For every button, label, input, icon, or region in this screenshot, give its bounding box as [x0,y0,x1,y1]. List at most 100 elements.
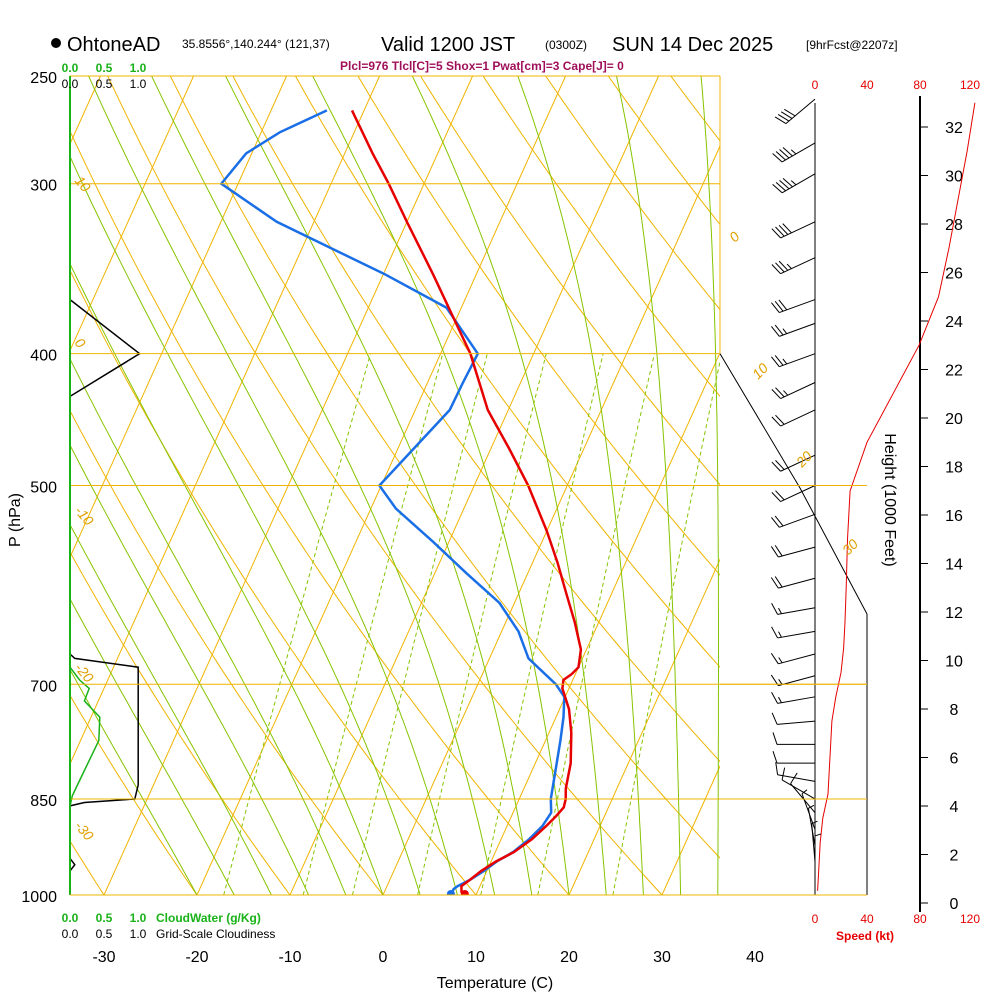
wind-barb-flag [771,517,780,528]
data-series [219,109,583,895]
moist-adiabat-line [517,76,644,895]
height-tick-label: 6 [950,751,959,768]
wind-barb-shaft [778,653,816,665]
dry-adiabat-line [70,409,384,895]
wind-barb-flag [772,184,783,194]
dry-adiabat-label: -30 [72,818,97,844]
dry-adiabat-line [232,76,720,763]
cloudwater-label: CloudWater (g/Kg) [156,911,261,925]
wind-barb-flag [771,461,781,472]
wind-barb-flag [774,355,784,366]
height-tick-label: 28 [945,217,963,234]
wind-panel-boundary [719,353,868,615]
height-tick-label: 8 [950,702,959,719]
wind-barb-half-flag [790,149,797,155]
cloudwater-top-tick: 1.0 [130,61,147,75]
cloudwater-bottom-tick: 1.0 [130,911,147,925]
wind-barb-shaft [779,353,816,368]
moist-adiabat-line [70,357,347,895]
wind-barb-shaft [777,720,816,725]
height-tick-label: 18 [945,460,963,477]
wind-barb-flag [772,751,778,764]
wind-barb [790,772,816,814]
background-grid: 1 2 3 5 8 12 20 [70,76,1000,917]
wind-barb-shaft [779,322,816,337]
wind-barb-flag [771,264,781,275]
wind-barb-flag [782,223,792,234]
wind-barb-flag [771,416,781,427]
isotherm-label: 20 [792,448,815,471]
moist-adiabat-line [70,597,235,895]
height-axis-title: Height (1000 Feet) [881,433,898,566]
dry-adiabat-line [482,76,720,398]
wind-barb [774,98,816,125]
pressure-tick-label: 700 [30,678,57,695]
wind-barb-shaft [779,299,816,314]
wind-barb-flag [780,111,793,119]
mixing-ratio-label: 2 [291,901,308,917]
wind-barb-flag [782,147,793,157]
speed-axis-title: Speed (kt) [836,929,894,943]
wind-barb [771,353,816,368]
wind-barb [772,732,815,745]
height-tick-label: 4 [950,799,959,816]
dry-adiabat-line [70,129,570,895]
wind-barb-half-flag [782,358,788,365]
isotherm-line [941,76,1000,895]
dry-adiabat-line [984,76,1000,895]
moist-adiabat-line [151,76,496,895]
height-tick-label: 10 [945,654,963,671]
speed-top-tick: 40 [860,78,874,92]
mixing-ratio-label: 20 [600,895,622,917]
forecast-info: [9hrFcst@2207z] [806,38,898,52]
height-tick-label: 14 [945,557,963,574]
mixing-ratio-line [417,353,547,895]
wind-barb [775,762,816,782]
wind-barb-shaft [777,696,816,704]
surface-temperature-point [460,890,469,895]
wind-barb [772,142,816,163]
moist-adiabat-line [411,76,607,895]
wind-barb-flag [775,414,785,425]
wind-barb-flag [778,224,789,235]
wind-barb-flag [775,490,785,501]
isotherm-label: 0 [726,228,743,245]
wind-barb-shaft [790,783,816,814]
wind-barb-half-flag [786,263,792,269]
wind-barb [771,712,816,725]
wind-barb-half-flag [801,789,808,795]
zulu-time: (0300Z) [545,38,587,52]
wind-barb-flag [779,149,790,159]
moist-adiabat-line [70,262,384,895]
wind-barb-flag [771,302,780,313]
cloudiness-top-tick: 1.0 [130,77,147,91]
cloudiness-bottom-tick: 0.0 [62,927,79,941]
valid-time: Valid 1200 JST [381,34,515,56]
wind-barb [772,751,815,764]
wind-barb-shaft [785,98,816,124]
wind-barb [771,513,816,528]
wind-barb [771,485,816,503]
temperature-tick-label: 0 [379,949,388,966]
wind-barb-shaft [781,142,816,163]
wind-speed-line [817,102,976,891]
wind-barb-flag [774,116,787,125]
cloudwater-line [69,666,101,895]
wind-barb-half-flag [783,390,789,396]
temperature-tick-label: -20 [185,949,208,966]
pressure-tick-label: 300 [30,178,57,195]
speed-top-tick: 0 [812,78,819,92]
dry-adiabat-line [70,694,198,895]
cloudiness-bottom-tick: 1.0 [130,927,147,941]
wind-barb-flag [778,299,788,311]
height-tick-label: 26 [945,266,963,283]
moist-adiabat-line [70,155,421,895]
wind-barb [771,409,816,427]
height-tick-label: 16 [945,508,963,525]
wind-barb [770,652,816,665]
moist-adiabat-line [70,523,272,895]
wind-barb [781,767,816,800]
mixing-ratio-line [223,353,371,895]
wind-barb-half-flag [808,804,815,809]
wind-barb-flag [771,692,779,704]
